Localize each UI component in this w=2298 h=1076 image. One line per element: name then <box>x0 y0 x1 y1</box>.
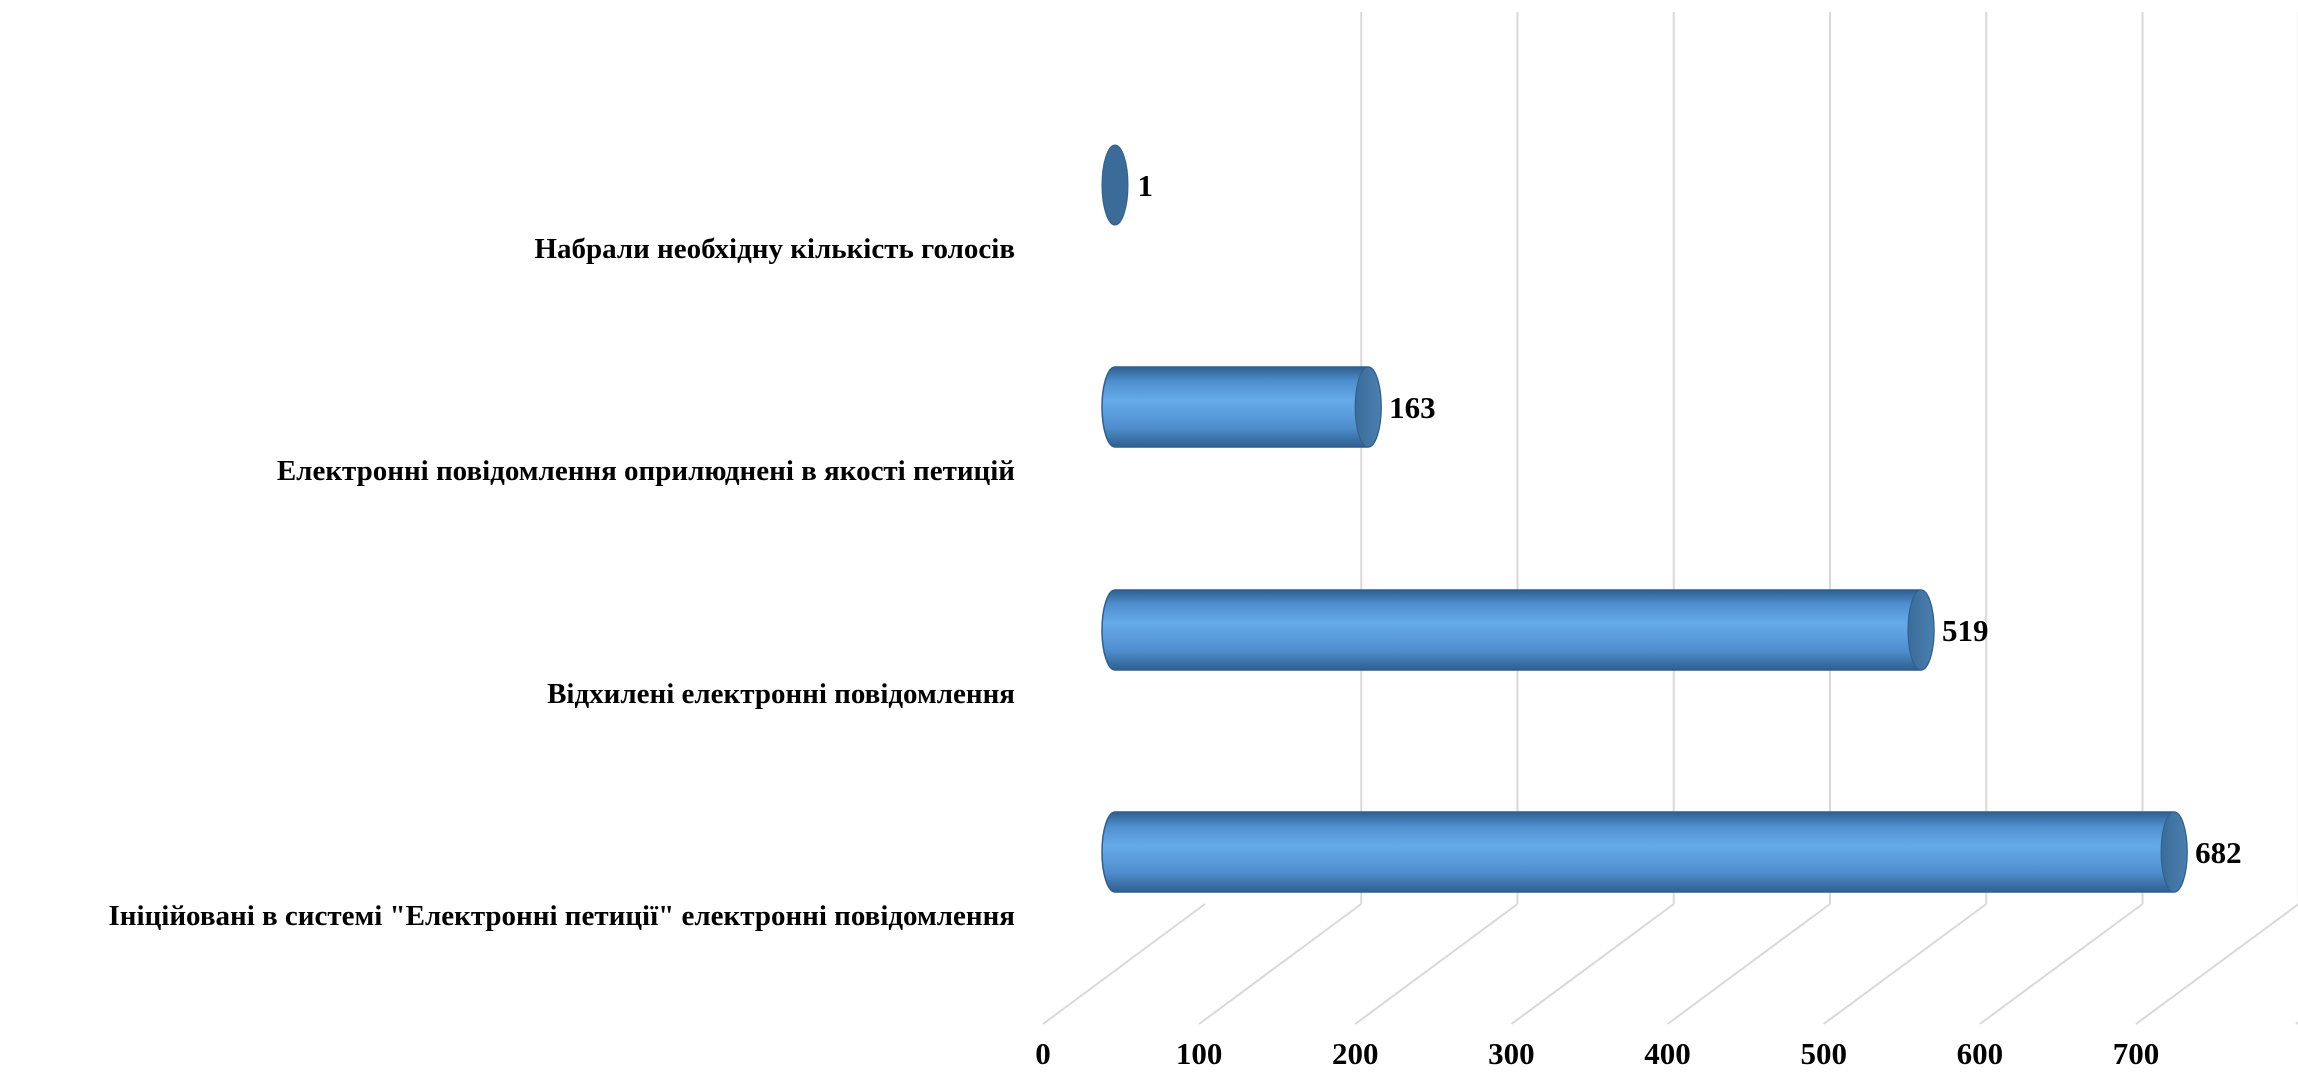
floor-gridline <box>1354 903 1519 1025</box>
category-label: Відхилені електронні повідомлення <box>547 678 1015 710</box>
x-tick-label: 100 <box>1176 1036 1223 1071</box>
bar <box>1101 589 1935 671</box>
bar <box>1101 144 1129 226</box>
floor-gridline <box>1666 903 1831 1025</box>
bar-end-cap <box>1354 366 1382 448</box>
data-label: 163 <box>1389 390 1436 425</box>
category-label: Електронні повідомлення оприлюднені в як… <box>277 455 1015 487</box>
data-label: 1 <box>1138 168 1154 203</box>
x-tick-label: 700 <box>2113 1036 2160 1071</box>
category-label: Ініційовані в системі "Електронні петиці… <box>109 900 1015 932</box>
x-tick-label: 300 <box>1488 1036 1535 1071</box>
x-tick-label: 600 <box>1957 1036 2004 1071</box>
data-label: 682 <box>2195 835 2242 870</box>
bar <box>1101 811 2188 893</box>
bar-end-cap <box>1907 589 1935 671</box>
floor-gridline <box>1823 903 1987 1025</box>
x-tick-label: 0 <box>1035 1036 1051 1071</box>
data-label: 519 <box>1942 613 1989 648</box>
x-tick-label: 400 <box>1644 1036 1691 1071</box>
category-label: Набрали необхідну кількість голосів <box>534 233 1015 265</box>
bar <box>1101 366 1382 448</box>
floor-gridline <box>1042 903 1206 1025</box>
x-tick-label: 200 <box>1332 1036 1379 1071</box>
bar-end-cap <box>2160 811 2188 893</box>
floor-gridline <box>2135 903 2298 1025</box>
floor-gridline <box>1979 903 2144 1025</box>
floor-gridline <box>1510 903 1675 1025</box>
x-tick-label: 500 <box>1800 1036 1847 1071</box>
floor-gridline <box>1198 903 1362 1025</box>
